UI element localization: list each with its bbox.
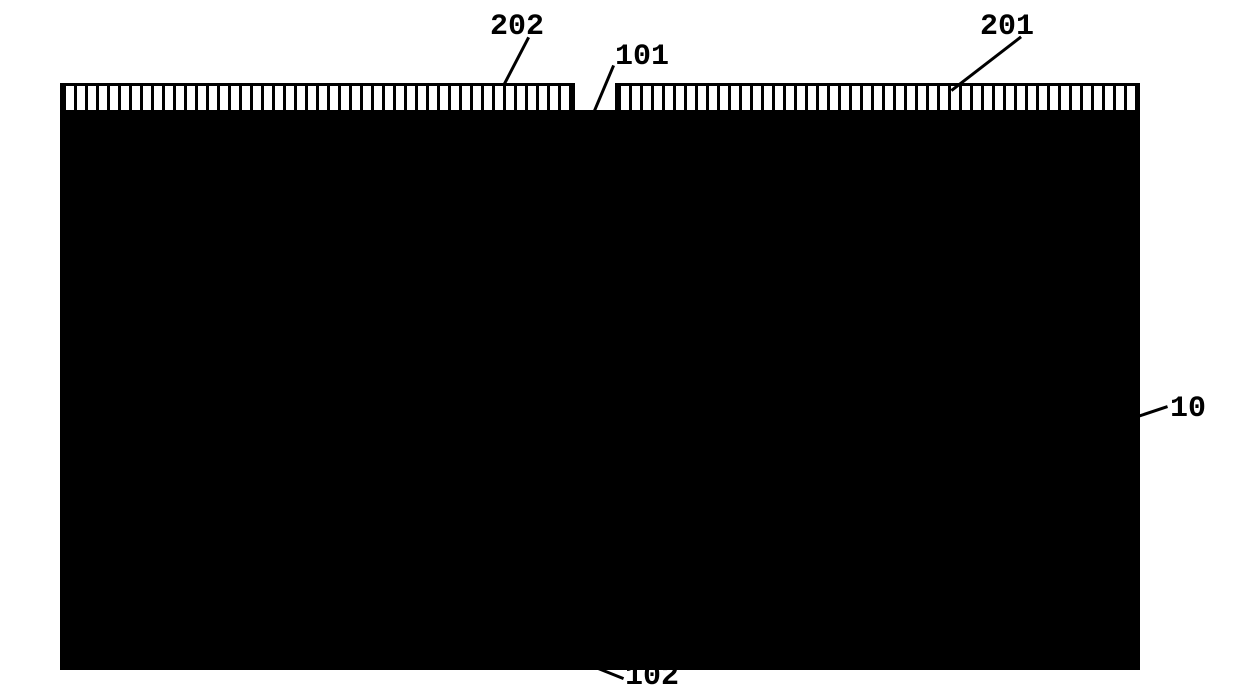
mask-202-left xyxy=(60,83,575,113)
label-10: 10 xyxy=(1170,392,1206,426)
hatch-pattern xyxy=(618,86,1137,110)
label-201: 201 xyxy=(980,10,1034,44)
label-202: 202 xyxy=(490,10,544,44)
mask-201-right xyxy=(615,83,1140,113)
substrate-10 xyxy=(60,110,1140,670)
hatch-pattern xyxy=(63,86,572,110)
diagram-canvas: { "figure": { "type": "diagram", "descri… xyxy=(0,0,1240,696)
leader-101 xyxy=(593,65,615,111)
label-102: 102 xyxy=(625,660,679,694)
leader-10 xyxy=(1137,405,1168,418)
leader-202 xyxy=(502,37,530,86)
label-101: 101 xyxy=(615,40,669,74)
